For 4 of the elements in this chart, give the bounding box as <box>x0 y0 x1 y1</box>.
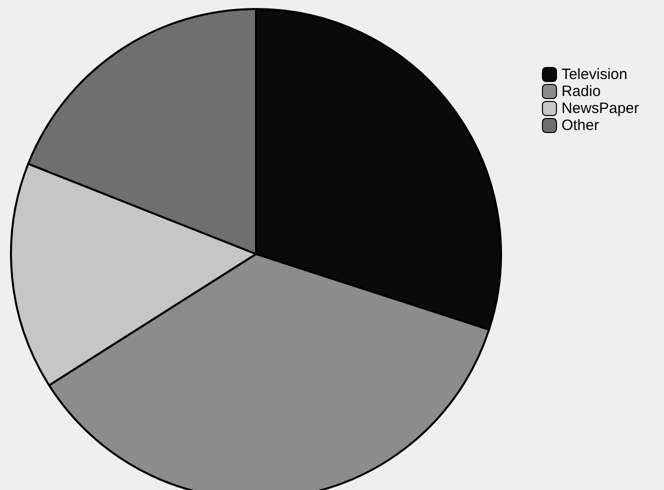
legend-label: Television <box>561 66 628 83</box>
legend-label: NewsPaper <box>561 100 640 117</box>
legend-label: Other <box>561 117 599 134</box>
legend-label: Radio <box>561 83 601 100</box>
